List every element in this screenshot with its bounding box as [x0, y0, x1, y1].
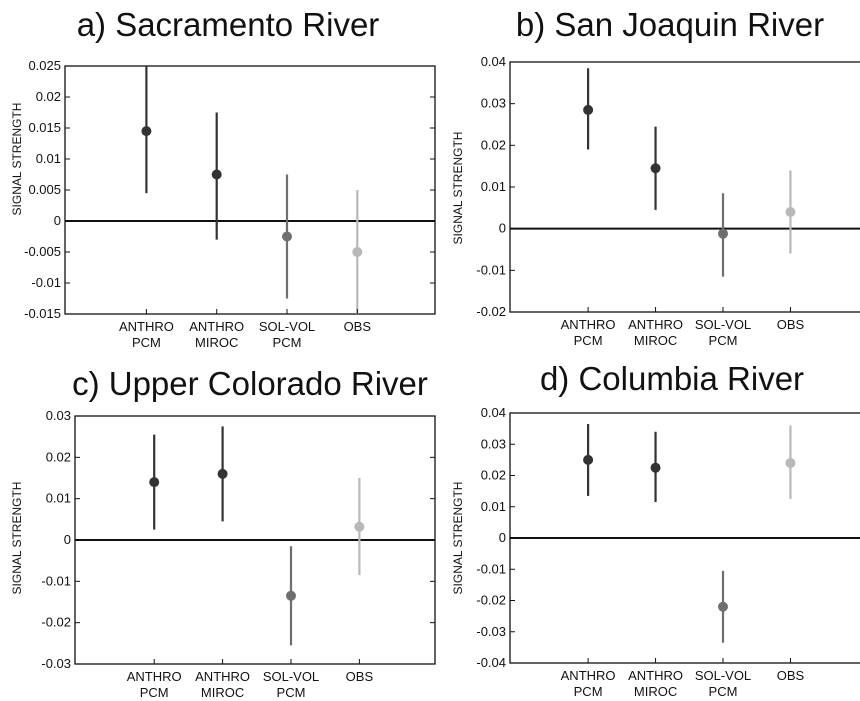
category-label: ANTHRO — [561, 668, 616, 683]
panel-title: b) San Joaquin River — [516, 6, 824, 43]
category-label: MIROC — [195, 335, 238, 350]
category-label: PCM — [709, 333, 738, 348]
y-axis-label: SIGNAL STRENGTH — [10, 103, 24, 216]
data-point — [211, 169, 222, 180]
y-tick-label: 0.04 — [481, 54, 506, 69]
category-label: ANTHRO — [127, 669, 182, 684]
data-point — [583, 104, 594, 115]
y-tick-label: -0.01 — [31, 275, 61, 290]
y-tick-label: 0.03 — [481, 96, 506, 111]
data-point — [217, 468, 228, 479]
panel-upper-colorado: c) Upper Colorado River SIGNAL STRENGTH … — [10, 365, 436, 700]
data-point — [354, 521, 365, 532]
y-tick-label: -0.02 — [476, 593, 506, 608]
panel-san-joaquin: b) San Joaquin River SIGNAL STRENGTH 0.0… — [451, 6, 860, 348]
data-point — [583, 454, 594, 465]
data-point — [718, 228, 728, 239]
y-axis-label: SIGNAL STRENGTH — [10, 482, 24, 595]
y-tick-label: 0.01 — [36, 151, 61, 166]
y-tick-label: 0.005 — [28, 182, 61, 197]
category-label: SOL-VOL — [695, 317, 751, 332]
y-tick-label: -0.01 — [41, 573, 71, 588]
y-tick-label: 0.04 — [481, 405, 506, 420]
data-point — [650, 462, 661, 473]
data-point — [352, 247, 363, 257]
y-tick-label: 0.02 — [46, 449, 71, 464]
y-tick-label: 0.015 — [28, 120, 61, 135]
plot-area: 0.040.030.020.010-0.01-0.02ANTHROPCMANTH… — [476, 54, 860, 348]
category-label: SOL-VOL — [695, 668, 751, 683]
category-label: OBS — [777, 668, 805, 683]
y-tick-label: 0 — [64, 532, 71, 547]
data-point — [785, 458, 796, 468]
category-label: ANTHRO — [119, 319, 174, 334]
y-tick-label: 0.025 — [28, 58, 61, 73]
category-label: PCM — [132, 335, 161, 350]
y-tick-label: 0.02 — [36, 89, 61, 104]
category-label: SOL-VOL — [263, 669, 319, 684]
category-label: PCM — [140, 685, 169, 700]
y-tick-label: 0.01 — [46, 491, 71, 506]
data-point — [650, 163, 661, 174]
plot-frame — [64, 65, 436, 315]
category-label: ANTHRO — [189, 319, 244, 334]
data-point — [785, 207, 796, 217]
y-tick-label: 0.01 — [481, 179, 506, 194]
y-tick-label: 0.02 — [481, 468, 506, 483]
plot-area: 0.04 0.03 0.02 0.01 0 -0.01 -0.02 -0.03 -0.04 ANT… — [476, 405, 860, 699]
panel-title: c) Upper Colorado River — [72, 365, 428, 402]
y-axis-label: SIGNAL STRENGTH — [451, 132, 465, 245]
y-tick-label: -0.01 — [476, 561, 506, 576]
y-tick-label: -0.02 — [476, 304, 506, 319]
y-tick-label: 0.02 — [481, 137, 506, 152]
category-label: ANTHRO — [195, 669, 250, 684]
plot-area: 0.030.020.010-0.01-0.02-0.03ANTHROPCMANT… — [41, 408, 436, 700]
category-label: ANTHRO — [628, 317, 683, 332]
y-tick-label: 0.03 — [481, 436, 506, 451]
y-tick-label: 0 — [54, 213, 61, 228]
plot-area: 0.025 0.02 0.015 0.01 0.005 0 -0.005 -0.01 -0.01… — [24, 58, 436, 350]
category-label: ANTHRO — [628, 668, 683, 683]
data-point — [282, 231, 292, 242]
category-label: PCM — [574, 333, 603, 348]
y-tick-label: 0.03 — [46, 408, 71, 423]
category-label: PCM — [574, 684, 603, 699]
category-label: PCM — [709, 684, 738, 699]
category-label: OBS — [344, 319, 372, 334]
category-label: MIROC — [634, 333, 677, 348]
y-tick-label: 0.01 — [481, 499, 506, 514]
panel-title: d) Columbia River — [540, 360, 804, 397]
y-tick-label: -0.02 — [41, 615, 71, 630]
data-point — [286, 590, 296, 601]
y-tick-label: -0.005 — [24, 244, 61, 259]
category-label: MIROC — [201, 685, 244, 700]
category-label: SOL-VOL — [259, 319, 315, 334]
y-tick-label: -0.03 — [41, 656, 71, 671]
y-tick-label: 0 — [499, 221, 506, 236]
y-tick-label: -0.015 — [24, 306, 61, 321]
panel-columbia: d) Columbia River SIGNAL STRENGTH 0.040.… — [451, 360, 860, 699]
category-label: PCM — [277, 685, 306, 700]
category-label: OBS — [346, 669, 374, 684]
category-label: ANTHRO — [561, 317, 616, 332]
plot-frame — [509, 61, 860, 313]
data-point — [141, 126, 152, 137]
category-label: PCM — [273, 335, 302, 350]
data-point — [718, 601, 728, 612]
y-tick-label: -0.04 — [476, 655, 506, 670]
panel-sacramento: a) Sacramento River SIGNAL STRENGTH 0.02… — [10, 6, 436, 350]
data-point — [149, 477, 160, 488]
y-tick-label: -0.01 — [476, 262, 506, 277]
category-label: MIROC — [634, 684, 677, 699]
y-tick-label: 0 — [499, 530, 506, 545]
y-axis-label: SIGNAL STRENGTH — [451, 482, 465, 595]
panel-title: a) Sacramento River — [77, 6, 380, 43]
y-tick-label: -0.03 — [476, 624, 506, 639]
category-label: OBS — [777, 317, 805, 332]
